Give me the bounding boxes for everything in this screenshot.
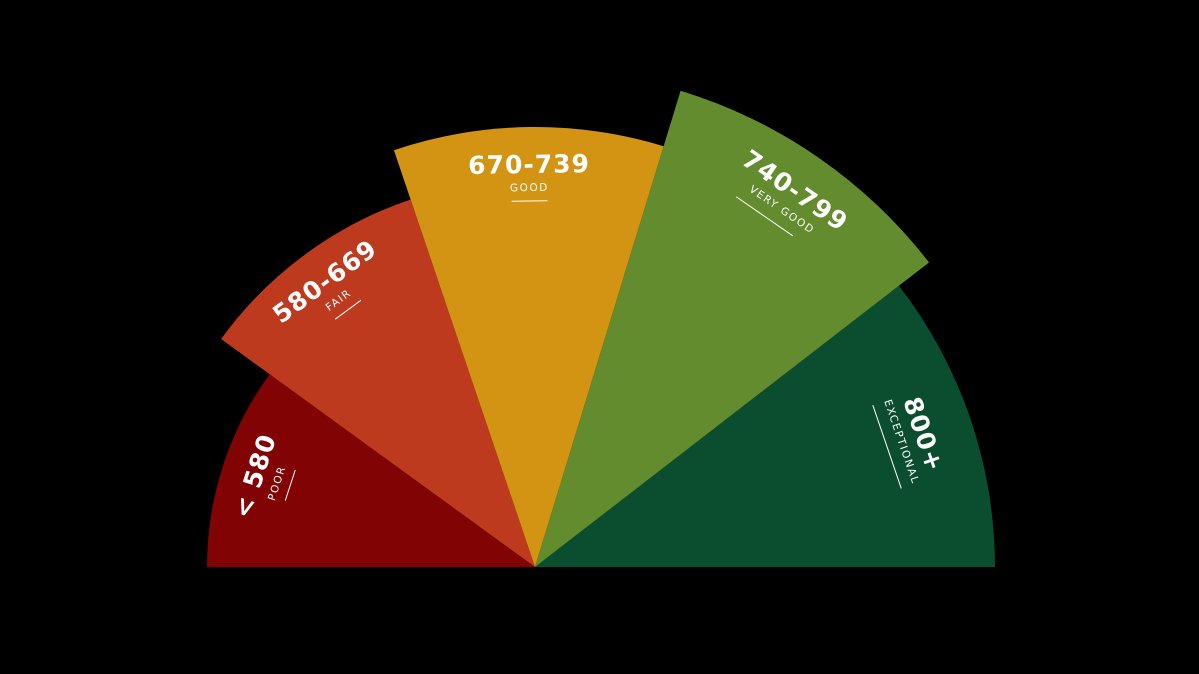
segment-exceptional	[535, 285, 995, 567]
segment-good	[393, 127, 664, 567]
underline-good	[511, 200, 548, 202]
name-good: GOOD	[510, 182, 549, 195]
label-good: 670-739 GOOD	[468, 149, 590, 202]
underline-poor	[284, 470, 296, 501]
underline-exceptional	[872, 405, 902, 489]
segment-very-good	[535, 90, 930, 568]
segment-poor	[207, 374, 535, 567]
underline-very-good	[735, 196, 794, 237]
underline-fair	[334, 299, 362, 320]
segment-fair	[221, 199, 535, 567]
range-good: 670-739	[468, 149, 590, 180]
